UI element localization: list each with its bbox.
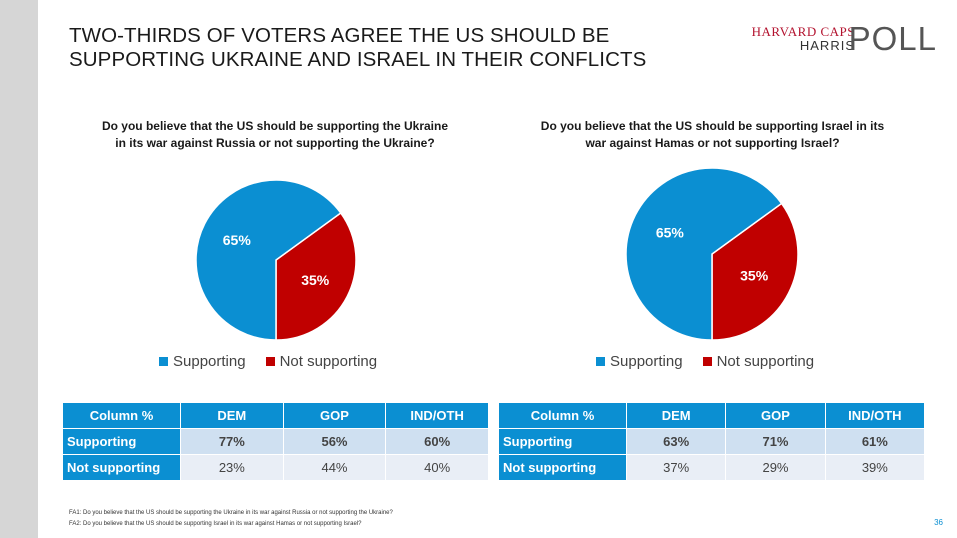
table-cell: 39% [824,454,926,481]
table-cell: 37% [625,454,727,481]
data-label-not-supporting: 35% [740,267,769,283]
left-accent-bar [0,0,38,538]
table-cell: 77% [180,428,284,455]
table-cell: 56% [282,428,387,455]
israel-crosstab-table: Column % DEM GOP IND/OTH Supporting 63% … [498,402,926,481]
legend-item-supporting: Supporting [596,353,683,370]
table-header-cell: Column % [498,402,627,429]
row-label: Not supporting [62,454,181,481]
legend-item-not-supporting: Not supporting [702,353,815,370]
table-header-cell: DEM [625,402,727,429]
table-row: Supporting 63% 71% 61% [498,428,926,455]
table-header-cell: Column % [62,402,181,429]
footnote-fa2: FA2: Do you believe that the US should b… [69,521,362,527]
logo-poll: POLL [848,20,937,57]
data-label-supporting: 65% [656,225,685,241]
pie-slice-supporting [625,167,783,341]
footnote-fa1: FA1: Do you believe that the US should b… [69,510,393,516]
legend-swatch-supporting [596,357,605,366]
logo-line1: HARVARD CAPS [751,24,855,39]
table-header-cell: IND/OTH [385,402,489,429]
table-row: Not supporting 23% 44% 40% [62,454,489,481]
table-cell: 29% [725,454,826,481]
data-label-not-supporting: 35% [301,272,330,288]
table-cell: 23% [180,454,284,481]
legend-swatch-supporting [159,357,168,366]
row-label: Supporting [498,428,627,455]
table-cell: 40% [385,454,489,481]
legend-label-not-supporting: Not supporting [279,353,378,370]
table-row: Supporting 77% 56% 60% [62,428,489,455]
legend-item-supporting: Supporting [159,353,246,370]
legend-label-not-supporting: Not supporting [716,353,815,370]
row-label: Supporting [62,428,181,455]
harvard-caps-harris-poll-logo: HARVARD CAPS HARRIS POLL [747,20,937,58]
chart2-legend: Supporting Not supporting [596,353,834,370]
table-header-cell: IND/OTH [824,402,926,429]
table-cell: 61% [824,428,926,455]
table-header-cell: DEM [180,402,284,429]
israel-pie-chart: 35% 65% [625,167,799,341]
table-cell: 63% [625,428,727,455]
table-cell: 44% [282,454,387,481]
table-row: Not supporting 37% 29% 39% [498,454,926,481]
table-header-cell: GOP [282,402,387,429]
table-header-row: Column % DEM GOP IND/OTH [498,402,926,429]
chart2-question: Do you believe that the US should be sup… [540,119,885,150]
row-label: Not supporting [498,454,627,481]
table-cell: 71% [725,428,826,455]
ukraine-crosstab-table: Column % DEM GOP IND/OTH Supporting 77% … [62,402,489,481]
data-label-supporting: 65% [223,232,252,248]
page-number: 36 [934,518,943,527]
legend-label-supporting: Supporting [610,353,683,370]
pie-slice-not-supporting [711,202,799,341]
page-title: TWO-THIRDS OF VOTERS AGREE THE US SHOULD… [69,24,647,71]
pie-slice-supporting [195,179,342,341]
logo-line2: HARRIS [799,38,855,53]
legend-swatch-not-supporting [702,357,712,366]
table-header-row: Column % DEM GOP IND/OTH [62,402,489,429]
chart1-legend: Supporting Not supporting [159,353,397,370]
chart1-question: Do you believe that the US should be sup… [101,119,449,150]
pie-slice-not-supporting [275,211,357,341]
legend-item-not-supporting: Not supporting [265,353,378,370]
ukraine-pie-chart: 35% 65% [195,179,357,341]
legend-swatch-not-supporting [265,357,275,366]
legend-label-supporting: Supporting [173,353,246,370]
table-cell: 60% [385,428,489,455]
table-header-cell: GOP [725,402,826,429]
